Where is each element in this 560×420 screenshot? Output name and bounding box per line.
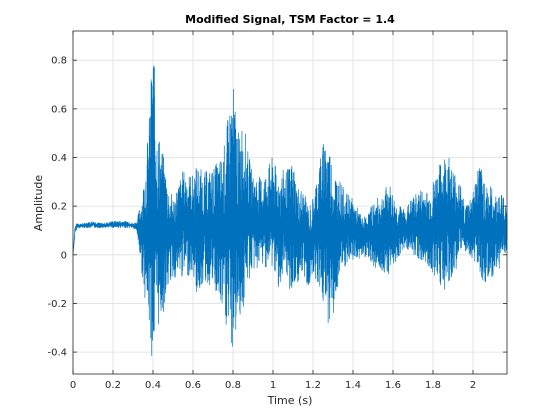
axis-ticks: 0 0.2 0.4 0.6 0.8 1 1.2 1.4 1.6 1.8 2 -0.4 -0.2 0 0.2 0… [47,31,507,391]
signal-waveform-line [72,65,508,356]
x-tick-label: 0.6 [185,380,201,391]
y-tick-label: 0.4 [51,153,67,164]
y-tick-label: -0.4 [47,348,67,359]
x-tick-label: 0 [70,380,76,391]
x-tick-label: 1.2 [305,380,321,391]
y-tick-label: -0.2 [47,299,67,310]
chart-title: Modified Signal, TSM Factor = 1.4 [185,13,395,26]
x-tick-label: 2 [470,380,476,391]
x-tick-label: 1.8 [425,380,441,391]
x-axis-label: Time (s) [267,394,313,407]
y-tick-label: 0.8 [51,56,67,67]
x-tick-label: 1 [270,380,276,391]
y-tick-label: 0.2 [51,202,67,213]
signal-layer [72,65,508,356]
x-tick-label: 0.2 [105,380,121,391]
y-axis-label: Amplitude [32,175,45,232]
x-tick-label: 1.6 [385,380,401,391]
x-tick-label: 0.4 [145,380,161,391]
x-tick-label: 0.8 [225,380,241,391]
x-tick-label: 1.4 [345,380,361,391]
y-tick-label: 0.6 [51,104,67,115]
plot-frame [72,30,508,375]
y-tick-label: 0 [61,250,67,261]
